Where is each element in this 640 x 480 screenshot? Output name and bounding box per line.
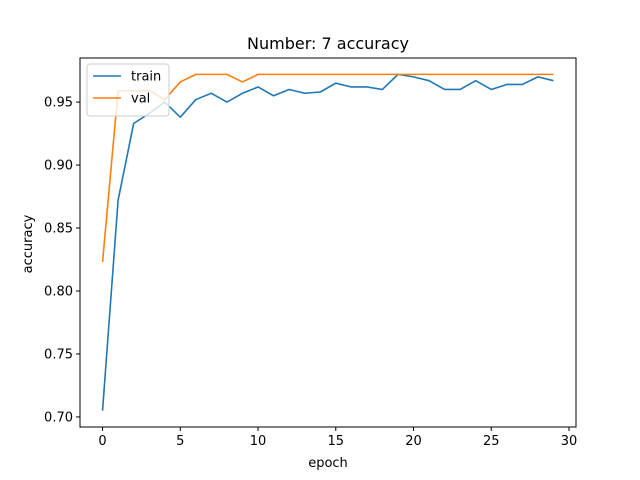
y-axis-label: accuracy: [21, 214, 36, 273]
x-tick-label: 25: [483, 434, 500, 449]
series-line-val: [101, 73, 554, 263]
axes-frame: [79, 57, 577, 428]
y-tick-label: 0.75: [44, 347, 73, 362]
y-tick-label: 0.85: [44, 222, 73, 237]
y-tick-label: 0.80: [44, 284, 73, 299]
series-line-train: [101, 73, 554, 411]
chart-title: Number: 7 accuracy: [247, 34, 409, 53]
y-tick-label: 0.95: [44, 96, 73, 111]
y-tick-label: 0.70: [44, 410, 73, 425]
legend-box: [86, 63, 170, 117]
x-axis-label: epoch: [308, 456, 348, 471]
y-tick-label: 0.90: [44, 159, 73, 174]
ticks: 0 5 10 15 20 25 30 0.70 0.75 0.80 0.85 0.90 0.95: [44, 96, 577, 449]
x-tick-label: 20: [405, 434, 422, 449]
legend: train val: [86, 63, 170, 117]
x-tick-label: 0: [98, 434, 106, 449]
x-tick-label: 15: [328, 434, 345, 449]
plot-lines: [101, 73, 554, 411]
x-tick-label: 30: [561, 434, 578, 449]
x-tick-label: 5: [176, 434, 184, 449]
legend-label-val: val: [131, 92, 150, 107]
legend-label-train: train: [131, 70, 161, 85]
axes: [79, 57, 577, 428]
x-tick-label: 10: [250, 434, 267, 449]
